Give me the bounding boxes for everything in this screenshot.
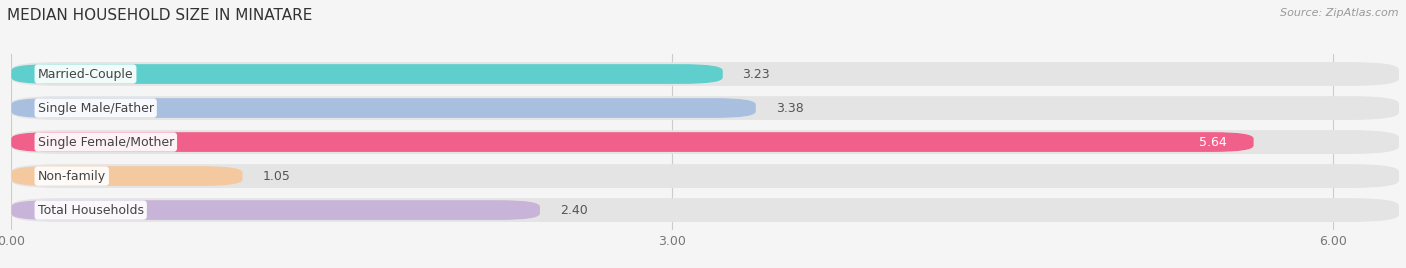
Text: MEDIAN HOUSEHOLD SIZE IN MINATARE: MEDIAN HOUSEHOLD SIZE IN MINATARE xyxy=(7,8,312,23)
Text: Total Households: Total Households xyxy=(38,204,143,217)
FancyBboxPatch shape xyxy=(11,96,1399,120)
FancyBboxPatch shape xyxy=(11,64,723,84)
FancyBboxPatch shape xyxy=(11,164,1399,188)
FancyBboxPatch shape xyxy=(11,200,540,220)
Text: 1.05: 1.05 xyxy=(263,170,290,183)
Text: 3.38: 3.38 xyxy=(776,102,803,114)
Text: Non-family: Non-family xyxy=(38,170,105,183)
Text: 5.64: 5.64 xyxy=(1199,136,1227,148)
Text: 3.23: 3.23 xyxy=(742,68,770,80)
FancyBboxPatch shape xyxy=(11,132,1254,152)
Text: Single Female/Mother: Single Female/Mother xyxy=(38,136,174,148)
Text: Married-Couple: Married-Couple xyxy=(38,68,134,80)
FancyBboxPatch shape xyxy=(11,166,242,186)
Text: Source: ZipAtlas.com: Source: ZipAtlas.com xyxy=(1281,8,1399,18)
Text: Single Male/Father: Single Male/Father xyxy=(38,102,153,114)
FancyBboxPatch shape xyxy=(11,198,1399,222)
FancyBboxPatch shape xyxy=(11,98,756,118)
FancyBboxPatch shape xyxy=(11,130,1399,154)
Text: 2.40: 2.40 xyxy=(560,204,588,217)
FancyBboxPatch shape xyxy=(11,62,1399,86)
